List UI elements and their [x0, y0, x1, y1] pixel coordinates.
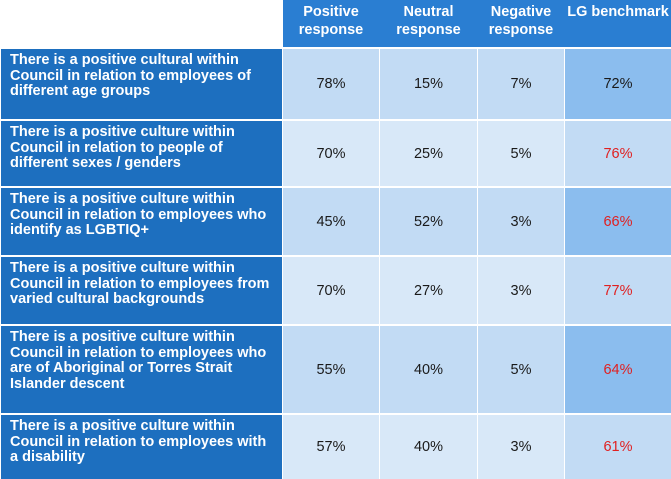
header-negative: Negative response — [478, 0, 565, 48]
row-label: There is a positive culture within Counc… — [1, 256, 283, 325]
header-corner — [1, 0, 283, 48]
neutral-cell: 15% — [380, 48, 478, 120]
neutral-cell: 40% — [380, 414, 478, 479]
benchmark-cell: 72% — [565, 48, 671, 120]
table-row: There is a positive culture within Counc… — [1, 325, 671, 414]
neutral-cell: 52% — [380, 187, 478, 256]
benchmark-cell: 77% — [565, 256, 671, 325]
neutral-cell: 40% — [380, 325, 478, 414]
benchmark-cell: 76% — [565, 120, 671, 187]
negative-cell: 5% — [478, 120, 565, 187]
row-label: There is a positive cultural within Coun… — [1, 48, 283, 120]
benchmark-cell: 64% — [565, 325, 671, 414]
table-row: There is a positive cultural within Coun… — [1, 48, 671, 120]
negative-cell: 3% — [478, 414, 565, 479]
negative-cell: 3% — [478, 187, 565, 256]
neutral-cell: 25% — [380, 120, 478, 187]
table-row: There is a positive culture within Counc… — [1, 187, 671, 256]
header-row: Positive response Neutral response Negat… — [1, 0, 671, 48]
table-row: There is a positive culture within Counc… — [1, 256, 671, 325]
negative-cell: 3% — [478, 256, 565, 325]
row-label: There is a positive culture within Counc… — [1, 414, 283, 479]
header-neutral: Neutral response — [380, 0, 478, 48]
positive-cell: 70% — [283, 256, 380, 325]
negative-cell: 5% — [478, 325, 565, 414]
positive-cell: 57% — [283, 414, 380, 479]
header-positive: Positive response — [283, 0, 380, 48]
row-label: There is a positive culture within Counc… — [1, 187, 283, 256]
positive-cell: 45% — [283, 187, 380, 256]
table-row: There is a positive culture within Counc… — [1, 414, 671, 479]
positive-cell: 70% — [283, 120, 380, 187]
positive-cell: 55% — [283, 325, 380, 414]
row-label: There is a positive culture within Counc… — [1, 120, 283, 187]
table-row: There is a positive culture within Counc… — [1, 120, 671, 187]
neutral-cell: 27% — [380, 256, 478, 325]
header-benchmark: LG benchmark — [565, 0, 671, 48]
benchmark-cell: 66% — [565, 187, 671, 256]
positive-cell: 78% — [283, 48, 380, 120]
benchmark-cell: 61% — [565, 414, 671, 479]
survey-results-slide: Positive response Neutral response Negat… — [0, 0, 671, 450]
row-label: There is a positive culture within Counc… — [1, 325, 283, 414]
negative-cell: 7% — [478, 48, 565, 120]
